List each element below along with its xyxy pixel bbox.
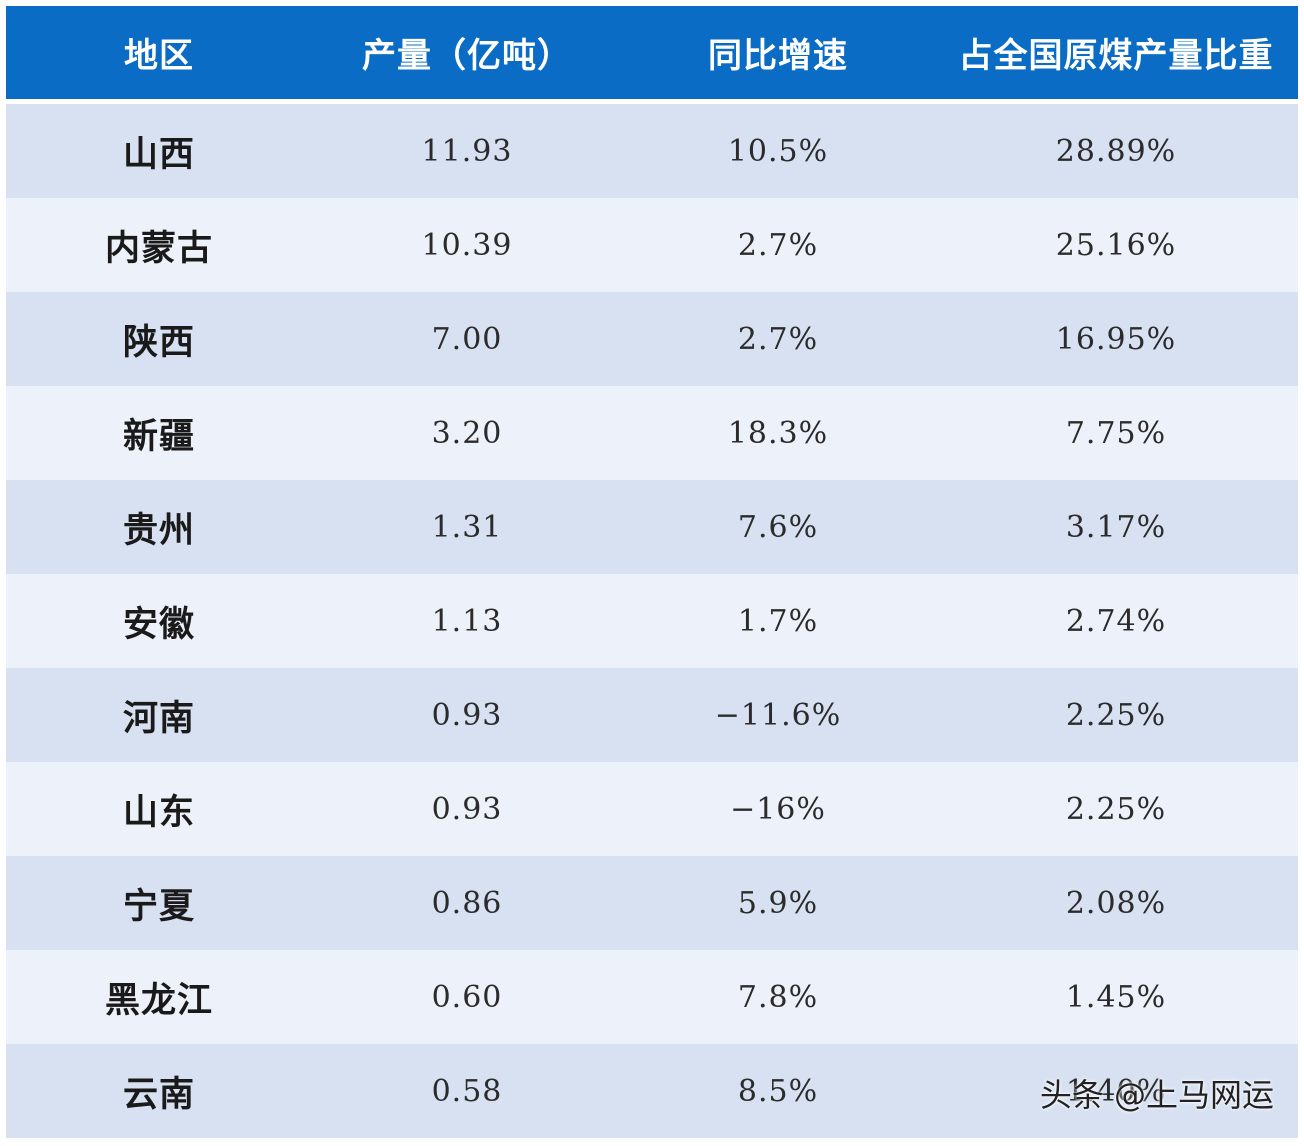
cell-national-share: 28.89% [1055,133,1177,169]
cell-yoy-growth: 2.7% [737,227,819,263]
cell-national-share: 25.16% [1055,227,1177,263]
cell-region: 云南 [122,1074,195,1115]
header-yoy-growth: 同比增速 [708,36,848,76]
cell-national-share: 2.74% [1065,603,1167,639]
cell-output: 0.60 [431,979,503,1015]
cell-yoy-growth: 7.8% [737,979,819,1015]
cell-region: 安徽 [122,604,195,645]
cell-region: 新疆 [122,416,195,457]
table-row: 内蒙古 10.39 2.7% 25.16% [6,198,1298,292]
table-row: 山西 11.93 10.5% 28.89% [6,104,1298,198]
cell-yoy-growth: 8.5% [737,1073,819,1109]
cell-national-share: 1.45% [1065,979,1167,1015]
table-row: 新疆 3.20 18.3% 7.75% [6,386,1298,480]
cell-national-share: 1.40% [1065,1073,1167,1109]
cell-yoy-growth: −11.6% [714,697,842,733]
cell-region: 陕西 [122,322,195,363]
header-region: 地区 [124,36,194,76]
table-row: 宁夏 0.86 5.9% 2.08% [6,856,1298,950]
cell-region: 黑龙江 [104,980,213,1021]
cell-output: 3.20 [431,415,503,451]
cell-national-share: 2.25% [1065,791,1167,827]
cell-yoy-growth: 7.6% [737,509,819,545]
header-output: 产量（亿吨） [362,36,572,76]
cell-region: 宁夏 [122,886,195,927]
header-national-share: 占全国原煤产量比重 [958,36,1274,76]
cell-region: 山东 [122,792,195,833]
table-row: 云南 0.58 8.5% 1.40% [6,1044,1298,1138]
cell-national-share: 2.08% [1065,885,1167,921]
table-row: 山东 0.93 −16% 2.25% [6,762,1298,856]
cell-output: 0.93 [431,697,503,733]
table-row: 贵州 1.31 7.6% 3.17% [6,480,1298,574]
cell-yoy-growth: 1.7% [737,603,819,639]
table-row: 安徽 1.13 1.7% 2.74% [6,574,1298,668]
cell-yoy-growth: 2.7% [737,321,819,357]
cell-output: 7.00 [431,321,503,357]
cell-national-share: 3.17% [1065,509,1167,545]
cell-output: 1.13 [431,603,503,639]
cell-region: 贵州 [122,510,195,551]
cell-yoy-growth: 10.5% [727,133,829,169]
cell-output: 0.86 [431,885,503,921]
table-header: 地区 产量（亿吨） 同比增速 占全国原煤产量比重 [6,6,1298,104]
cell-output: 0.58 [431,1073,503,1109]
cell-output: 0.93 [431,791,503,827]
cell-output: 1.31 [431,509,503,545]
watermark: 头条 @上马网运 [1039,1076,1274,1114]
table-row: 陕西 7.00 2.7% 16.95% [6,292,1298,386]
cell-yoy-growth: −16% [730,791,826,827]
coal-production-table: 地区 产量（亿吨） 同比增速 占全国原煤产量比重 山西 11.93 10.5% 28.… [6,6,1298,1138]
cell-national-share: 16.95% [1055,321,1177,357]
cell-yoy-growth: 5.9% [737,885,819,921]
table-row: 河南 0.93 −11.6% 2.25% [6,668,1298,762]
cell-region: 山西 [122,134,195,175]
cell-output: 11.93 [421,133,513,169]
table-body: 山西 11.93 10.5% 28.89% 内蒙古 10.39 2.7% 25.16% 陕西 7.… [6,104,1298,1138]
cell-national-share: 7.75% [1065,415,1167,451]
cell-region: 河南 [122,698,195,739]
table-row: 黑龙江 0.60 7.8% 1.45% [6,950,1298,1044]
cell-national-share: 2.25% [1065,697,1167,733]
cell-region: 内蒙古 [104,228,213,269]
cell-yoy-growth: 18.3% [727,415,829,451]
cell-output: 10.39 [421,227,513,263]
